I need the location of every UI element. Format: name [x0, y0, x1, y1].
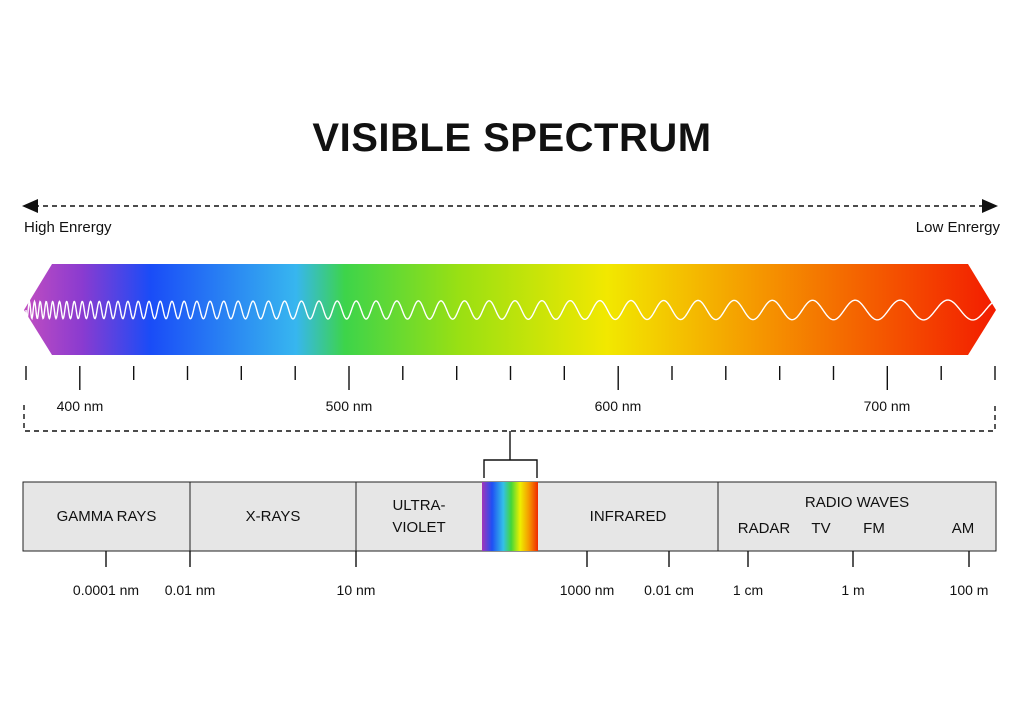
page-title: VISIBLE SPECTRUM: [312, 116, 712, 160]
radio-sub-am: AM: [951, 520, 975, 537]
nm-label-600: 600 nm: [594, 398, 642, 414]
scale-label: 1 m: [841, 582, 865, 598]
band-label: RADIO WAVES: [804, 493, 910, 511]
nm-label-700: 700 nm: [863, 398, 911, 414]
scale-label: 1 cm: [732, 582, 764, 598]
scale-label: 0.01 cm: [644, 582, 694, 598]
arrow-left-icon: [22, 199, 38, 213]
band-label: VIOLET: [392, 518, 446, 536]
band-label: INFRARED: [589, 508, 667, 525]
low-energy-label: Low Enrergy: [915, 219, 1000, 236]
wavelength-ticks: [25, 366, 996, 390]
dashed-bracket: [23, 405, 996, 432]
scale-label: 10 nm: [336, 582, 376, 598]
arrow-right-icon: [982, 199, 998, 213]
band-radio-waves: RADIO WAVES: [718, 482, 996, 522]
spectrum-band: [24, 264, 996, 355]
scale-label: 1000 nm: [559, 582, 615, 598]
high-energy-label: High Enrergy: [24, 219, 112, 236]
band-ultraviolet: ULTRA- VIOLET: [356, 482, 482, 551]
radio-sub-tv: TV: [811, 520, 831, 537]
band-infrared: INFRARED: [538, 482, 718, 551]
band-label: ULTRA-: [392, 496, 446, 514]
wave-line: [25, 299, 995, 321]
scale-label: 0.0001 nm: [72, 582, 140, 598]
band-label: GAMMA RAYS: [56, 508, 157, 525]
visible-connector: [483, 431, 538, 478]
nm-label-400: 400 nm: [56, 398, 104, 414]
scale-label: 0.01 nm: [164, 582, 216, 598]
scale-ticks: [105, 551, 970, 567]
radio-sub-radar: RADAR: [737, 520, 791, 537]
scale-label: 100 m: [949, 582, 989, 598]
band-gamma-rays: GAMMA RAYS: [23, 482, 190, 551]
band-x-rays: X-RAYS: [190, 482, 356, 551]
radio-sub-fm: FM: [863, 520, 885, 537]
visible-band-mini: [482, 482, 538, 551]
band-label: X-RAYS: [245, 508, 301, 525]
nm-label-500: 500 nm: [325, 398, 373, 414]
